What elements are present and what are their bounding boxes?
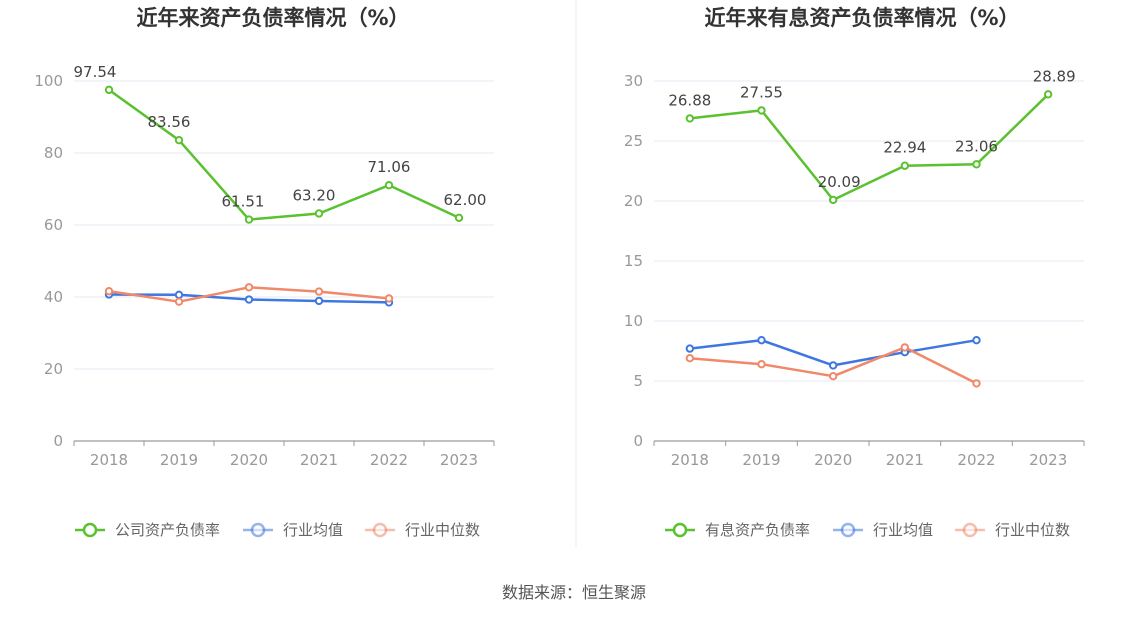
x-tick-label: 2018 <box>90 451 128 469</box>
legend-item[interactable]: 行业中位数 <box>955 521 1070 539</box>
legend-marker-icon <box>962 522 978 538</box>
data-point <box>314 287 324 296</box>
data-point <box>244 215 254 224</box>
data-point <box>244 283 254 292</box>
legend-marker-icon <box>250 522 266 538</box>
data-label: 28.89 <box>1033 67 1076 85</box>
y-tick-label: 15 <box>624 252 643 270</box>
data-label: 83.56 <box>148 113 191 131</box>
y-tick-label: 100 <box>34 72 63 90</box>
y-tick-label: 0 <box>633 432 643 450</box>
debt-ratio-chart: 近年来资产负债率情况（%） 0 20 40 60 80 100 2018 2019 2020 202… <box>34 6 495 539</box>
data-label: 71.06 <box>368 158 411 176</box>
y-tick-label: 80 <box>44 144 63 162</box>
data-point <box>174 290 184 300</box>
legend-label: 行业中位数 <box>405 521 480 539</box>
y-tick-label: 30 <box>624 72 643 90</box>
data-source: 数据来源：恒生聚源 <box>502 583 646 602</box>
data-point <box>1043 90 1053 99</box>
series-line <box>689 93 1050 202</box>
data-point <box>314 296 324 306</box>
x-tick-label: 2019 <box>160 451 198 469</box>
legend-marker-icon <box>372 522 388 538</box>
y-tick-label: 40 <box>44 288 63 306</box>
legend-marker-icon <box>82 522 98 538</box>
x-tick-label: 2020 <box>230 451 268 469</box>
data-label: 63.20 <box>293 186 336 204</box>
legend-item[interactable]: 行业中位数 <box>365 521 480 539</box>
data-point <box>384 294 394 303</box>
data-point <box>828 195 838 205</box>
legend-marker-icon <box>672 522 688 538</box>
chart-title: 近年来有息资产负债率情况（%） <box>704 6 1019 30</box>
data-point <box>900 161 910 170</box>
data-point <box>757 360 766 369</box>
data-point <box>972 379 981 388</box>
data-label: 20.09 <box>818 173 861 191</box>
data-label: 62.00 <box>444 191 487 209</box>
x-tick-label: 2021 <box>886 451 924 469</box>
y-tick-label: 0 <box>53 432 63 450</box>
legend-label: 行业中位数 <box>995 521 1070 539</box>
data-label: 22.94 <box>883 139 926 157</box>
data-label: 26.88 <box>668 91 711 109</box>
data-label: 97.54 <box>74 63 117 81</box>
legend-marker-icon <box>840 522 856 538</box>
data-label: 27.55 <box>740 83 783 101</box>
data-point <box>757 106 766 115</box>
x-tick-label: 2023 <box>440 451 478 469</box>
x-tick-label: 2019 <box>742 451 780 469</box>
x-tick-label: 2021 <box>300 451 338 469</box>
data-point <box>314 209 324 218</box>
x-tick-label: 2022 <box>957 451 995 469</box>
x-tick-label: 2023 <box>1029 451 1067 469</box>
y-tick-label: 5 <box>633 372 643 390</box>
legend-item[interactable]: 公司资产负债率 <box>75 521 220 539</box>
x-tick-label: 2020 <box>814 451 852 469</box>
x-tick-label: 2018 <box>671 451 709 469</box>
y-tick-label: 20 <box>44 360 63 378</box>
legend-label: 行业均值 <box>283 521 343 539</box>
data-point <box>174 135 184 145</box>
y-tick-label: 60 <box>44 216 63 234</box>
data-point <box>828 361 838 370</box>
data-point <box>244 295 254 304</box>
data-point <box>104 85 114 95</box>
y-tick-label: 10 <box>624 312 643 330</box>
legend-label: 有息资产负债率 <box>705 521 810 539</box>
data-point <box>900 343 910 352</box>
data-label: 61.51 <box>222 193 265 211</box>
legend-label: 公司资产负债率 <box>115 521 220 539</box>
data-point <box>685 344 695 353</box>
data-point <box>384 180 394 190</box>
x-tick-label: 2022 <box>370 451 408 469</box>
legend-item[interactable]: 行业均值 <box>833 521 933 539</box>
data-point <box>685 354 695 363</box>
y-tick-label: 25 <box>624 132 643 150</box>
data-point <box>174 297 184 306</box>
chart-title: 近年来资产负债率情况（%） <box>136 6 409 30</box>
data-point <box>972 336 981 345</box>
y-tick-label: 20 <box>624 192 643 210</box>
series-line <box>108 88 460 221</box>
interest-bearing-debt-ratio-chart: 近年来有息资产负债率情况（%） 0 5 10 15 20 25 30 2018 2019 2020 2… <box>624 6 1085 539</box>
data-label: 23.06 <box>955 137 998 155</box>
data-point <box>828 372 838 381</box>
legend-label: 行业均值 <box>873 521 933 539</box>
legend-item[interactable]: 有息资产负债率 <box>665 521 810 539</box>
data-point <box>757 336 766 345</box>
data-point <box>685 114 695 123</box>
legend-item[interactable]: 行业均值 <box>243 521 343 539</box>
data-point <box>454 213 464 223</box>
data-point <box>104 287 114 296</box>
data-point <box>972 160 981 169</box>
